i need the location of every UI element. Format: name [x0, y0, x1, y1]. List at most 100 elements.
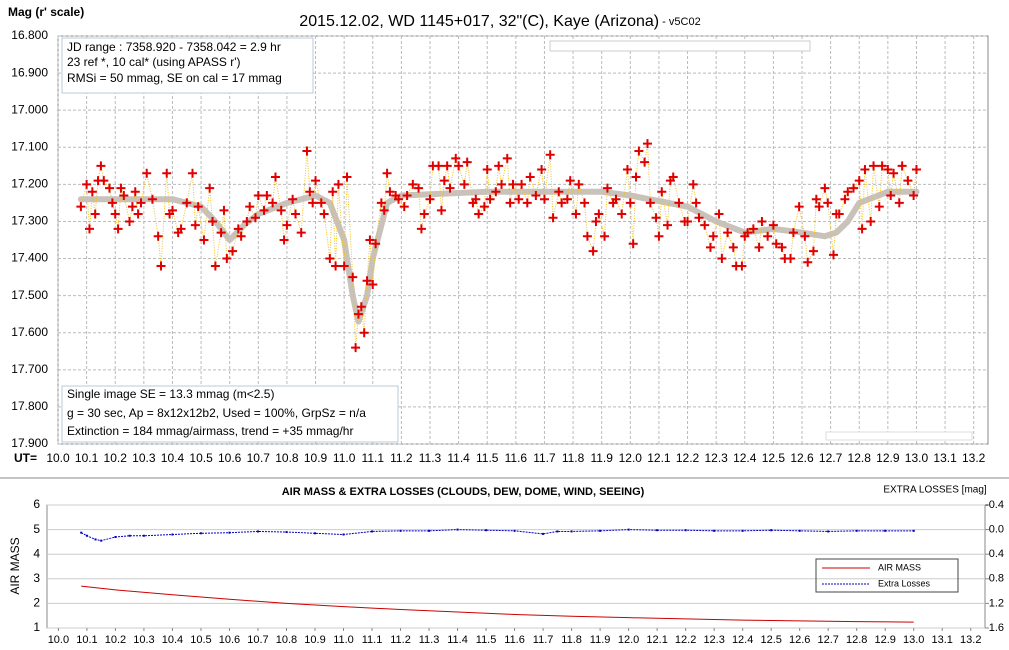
x-tick-label: 12.4 — [732, 634, 753, 646]
y2-axis-title: EXTRA LOSSES [mag] — [883, 485, 987, 496]
data-point — [270, 172, 280, 182]
x-tick-label: 11.1 — [362, 451, 385, 465]
data-point — [253, 190, 263, 200]
data-point — [548, 213, 558, 223]
y2-tick-label: 1.6 — [989, 622, 1004, 634]
chart-title: AIR MASS & EXTRA LOSSES (CLOUDS, DEW, DO… — [282, 486, 645, 498]
data-point — [763, 231, 773, 241]
data-point — [127, 202, 137, 212]
series-marker — [199, 532, 202, 535]
data-point — [811, 194, 821, 204]
x-tick-label: 12.0 — [619, 451, 643, 465]
x-tick-label: 11.5 — [476, 634, 497, 646]
data-point — [757, 216, 767, 226]
x-tick-label: 10.7 — [247, 634, 268, 646]
data-point — [116, 183, 126, 193]
x-tick-label: 12.9 — [875, 634, 896, 646]
series-marker — [627, 528, 630, 531]
series-marker — [128, 534, 131, 537]
data-point — [348, 272, 358, 282]
data-point — [860, 165, 870, 175]
series-marker — [142, 534, 145, 537]
data-point — [190, 220, 200, 230]
x-tick-label: 11.8 — [561, 634, 582, 646]
data-point — [228, 246, 238, 256]
y-axis-title: AIR MASS — [8, 537, 22, 594]
y-tick-label: 2 — [33, 596, 40, 610]
data-point — [588, 246, 598, 256]
x-tick-label: 11.9 — [590, 451, 613, 465]
x-tick-label: 13.0 — [903, 634, 924, 646]
data-point — [505, 198, 515, 208]
plot-area — [46, 504, 986, 629]
data-point — [445, 183, 455, 193]
data-point — [911, 165, 921, 175]
data-point — [628, 239, 638, 249]
y-tick-label: 3 — [33, 571, 40, 585]
data-point — [820, 183, 830, 193]
y-tick-label: 17.000 — [11, 102, 48, 116]
y-tick-label: 17.800 — [11, 399, 48, 413]
data-point — [414, 183, 424, 193]
legend-label: Extra Losses — [878, 578, 931, 588]
data-point — [889, 168, 899, 178]
x-tick-label: 13.1 — [933, 451, 957, 465]
data-point — [333, 179, 343, 189]
data-point — [557, 198, 567, 208]
data-point — [634, 146, 644, 156]
data-point — [250, 213, 260, 223]
data-point — [268, 198, 278, 208]
series-marker — [741, 529, 744, 532]
data-point — [640, 157, 650, 167]
x-tick-label: 11.2 — [390, 634, 411, 646]
status-box — [549, 40, 811, 52]
y2-tick-label: 0.8 — [989, 573, 1004, 585]
x-tick-label: 12.7 — [817, 634, 838, 646]
x-tick-label: 12.3 — [704, 451, 728, 465]
data-point — [245, 202, 255, 212]
series-marker — [485, 529, 488, 532]
data-point — [479, 202, 489, 212]
data-point — [525, 172, 535, 182]
data-point — [328, 187, 338, 197]
legend — [815, 558, 959, 593]
data-point — [823, 198, 833, 208]
data-point — [723, 228, 733, 238]
data-point — [622, 165, 632, 175]
data-point — [210, 261, 220, 271]
x-tick-label: 10.1 — [76, 634, 97, 646]
x-tick-label: 10.2 — [105, 634, 126, 646]
data-point — [869, 161, 879, 171]
x-tick-label: 11.6 — [505, 451, 528, 465]
series-marker — [556, 530, 559, 533]
data-point — [788, 228, 798, 238]
x-tick-label: 10.5 — [189, 451, 213, 465]
data-point — [514, 194, 524, 204]
data-point — [359, 328, 369, 338]
series-marker — [684, 529, 687, 532]
y-tick-label: 17.500 — [11, 288, 48, 302]
y-tick-label: 17.700 — [11, 362, 48, 376]
series-marker — [542, 532, 545, 535]
x-tick-label: 13.2 — [962, 451, 986, 465]
data-point — [351, 343, 361, 353]
x-tick-label: 10.6 — [219, 634, 240, 646]
data-point — [714, 209, 724, 219]
data-point — [133, 209, 143, 219]
data-point — [611, 194, 621, 204]
info-box — [61, 385, 399, 443]
x-tick-label: 11.7 — [533, 451, 556, 465]
data-point — [279, 235, 289, 245]
series-marker — [371, 530, 374, 533]
series-marker — [656, 529, 659, 532]
series-marker — [884, 529, 887, 532]
series-marker — [314, 532, 316, 535]
data-point — [419, 209, 429, 219]
data-point — [90, 209, 100, 219]
data-point — [276, 205, 286, 215]
data-point — [903, 176, 913, 186]
data-point — [849, 183, 859, 193]
data-point — [296, 228, 306, 238]
x-tick-label: 10.7 — [247, 451, 271, 465]
data-point — [886, 190, 896, 200]
